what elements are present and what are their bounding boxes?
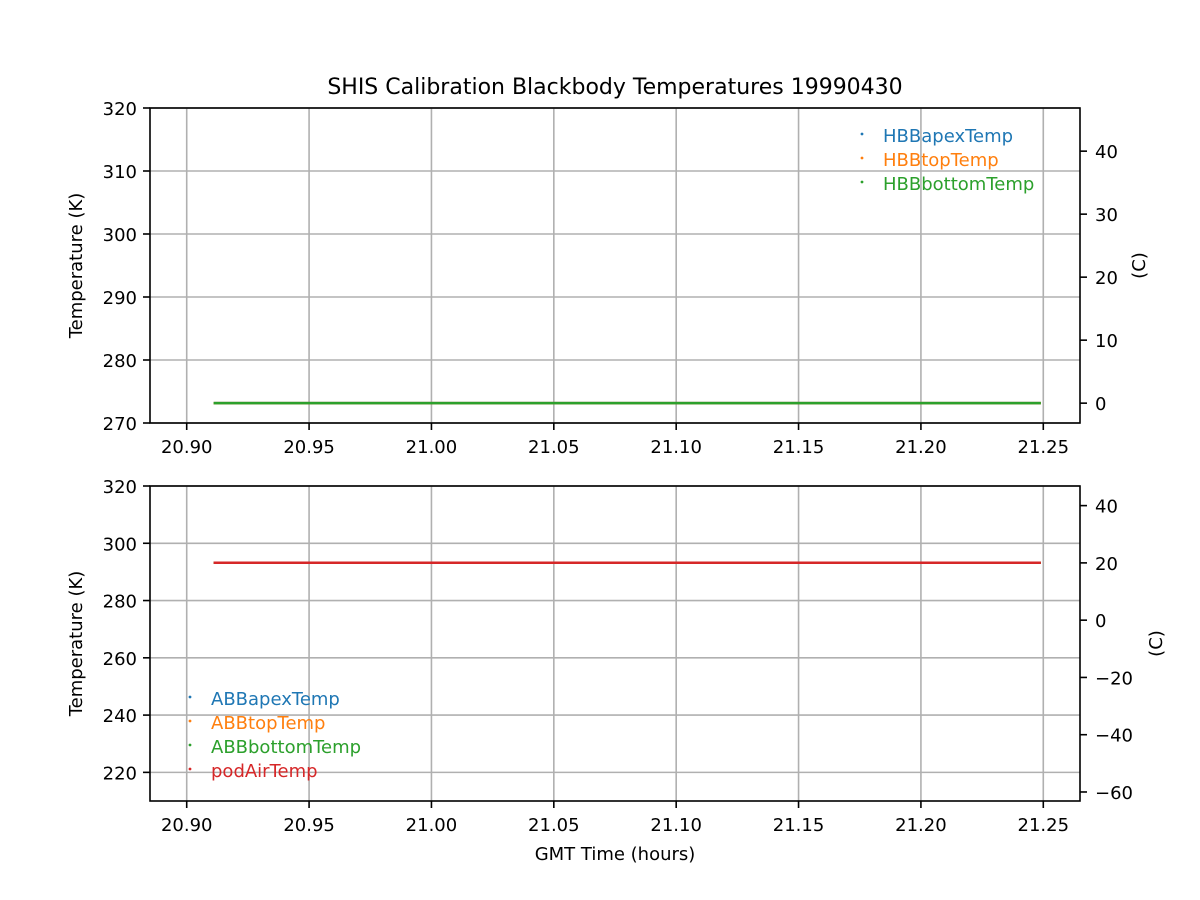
x-tick-label: 21.25 (1018, 815, 1070, 836)
legend: ABBapexTemp ABBtopTemp ABBbottomTemp podAir… (188, 689, 361, 782)
legend-label-podAirTemp: podAirTemp (211, 761, 318, 782)
legend-label-HBBbottomTemp: HBBbottomTemp (883, 174, 1034, 195)
y-right-tick-label: 40 (1095, 142, 1118, 163)
y-right-tick-label: 0 (1095, 394, 1106, 415)
y-right-tick-label: 40 (1095, 497, 1118, 518)
x-tick-label: 21.05 (528, 437, 580, 458)
y-right-tick-label: 20 (1095, 268, 1118, 289)
legend-marker-HBBtopTemp (860, 156, 864, 160)
y-tick-label: 320 (103, 99, 137, 120)
x-tick-label: 21.20 (895, 437, 947, 458)
x-tick-label: 20.90 (161, 815, 213, 836)
y-tick-label: 310 (103, 162, 137, 183)
y-right-tick-label: −20 (1095, 668, 1133, 689)
panel-bottom: 20.90 20.95 21.00 21.05 21.10 21.15 21.20 21.25… (66, 477, 1167, 865)
axes-frame (149, 485, 1081, 802)
y-right-tick-label: −40 (1095, 726, 1133, 747)
x-tick-label: 21.25 (1018, 437, 1070, 458)
legend-marker-HBBapexTemp (860, 132, 864, 136)
y-right-tick-label: 10 (1095, 331, 1118, 352)
y-right-tick-label: 20 (1095, 554, 1118, 575)
x-tick-label: 21.10 (650, 815, 702, 836)
legend-marker-ABBtopTemp (188, 719, 192, 723)
x-tick-label: 20.95 (283, 437, 335, 458)
y-tick-label: 300 (103, 534, 137, 555)
y-tick-label: 320 (103, 477, 137, 498)
x-tick-label: 21.15 (773, 815, 825, 836)
axes-frame (149, 107, 1081, 424)
x-tick-label: 21.00 (406, 815, 458, 836)
y-axis-label: Temperature (K) (66, 571, 87, 718)
legend-label-ABBapexTemp: ABBapexTemp (211, 689, 340, 710)
y-tick-label: 280 (103, 351, 137, 372)
x-tick-label: 21.10 (650, 437, 702, 458)
y-tick-label: 240 (103, 706, 137, 727)
x-tick-label: 20.90 (161, 437, 213, 458)
legend-marker-ABBapexTemp (188, 695, 192, 699)
legend-marker-HBBbottomTemp (860, 180, 864, 184)
y-tick-label: 270 (103, 414, 137, 435)
legend: HBBapexTemp HBBtopTemp HBBbottomTemp (860, 126, 1034, 195)
y-tick-label: 300 (103, 225, 137, 246)
y-tick-label: 280 (103, 592, 137, 613)
x-tick-label: 21.20 (895, 815, 947, 836)
y-right-axis-label: (C) (1129, 252, 1150, 279)
legend-label-ABBtopTemp: ABBtopTemp (211, 713, 325, 734)
y-right-tick-label: 0 (1095, 611, 1106, 632)
y-right-tick-label: 30 (1095, 205, 1118, 226)
legend-label-HBBapexTemp: HBBapexTemp (883, 126, 1013, 147)
x-tick-label: 21.00 (406, 437, 458, 458)
legend-label-ABBbottomTemp: ABBbottomTemp (211, 737, 361, 758)
y-right-tick-label: −60 (1095, 783, 1133, 804)
y-axis-label: Temperature (K) (66, 193, 87, 340)
x-tick-label: 21.15 (773, 437, 825, 458)
y-tick-label: 260 (103, 649, 137, 670)
x-tick-label: 20.95 (283, 815, 335, 836)
panel-top: 20.90 20.95 21.00 21.05 21.10 21.15 21.20 21.25… (66, 99, 1150, 458)
legend-label-HBBtopTemp: HBBtopTemp (883, 150, 999, 171)
x-tick-label: 21.05 (528, 815, 580, 836)
x-axis-label: GMT Time (hours) (535, 844, 696, 865)
legend-marker-ABBbottomTemp (188, 743, 192, 747)
figure-title: SHIS Calibration Blackbody Temperatures … (327, 75, 902, 100)
y-tick-label: 290 (103, 288, 137, 309)
legend-marker-podAirTemp (188, 767, 192, 771)
y-tick-label: 220 (103, 763, 137, 784)
y-right-axis-label: (C) (1146, 630, 1167, 657)
